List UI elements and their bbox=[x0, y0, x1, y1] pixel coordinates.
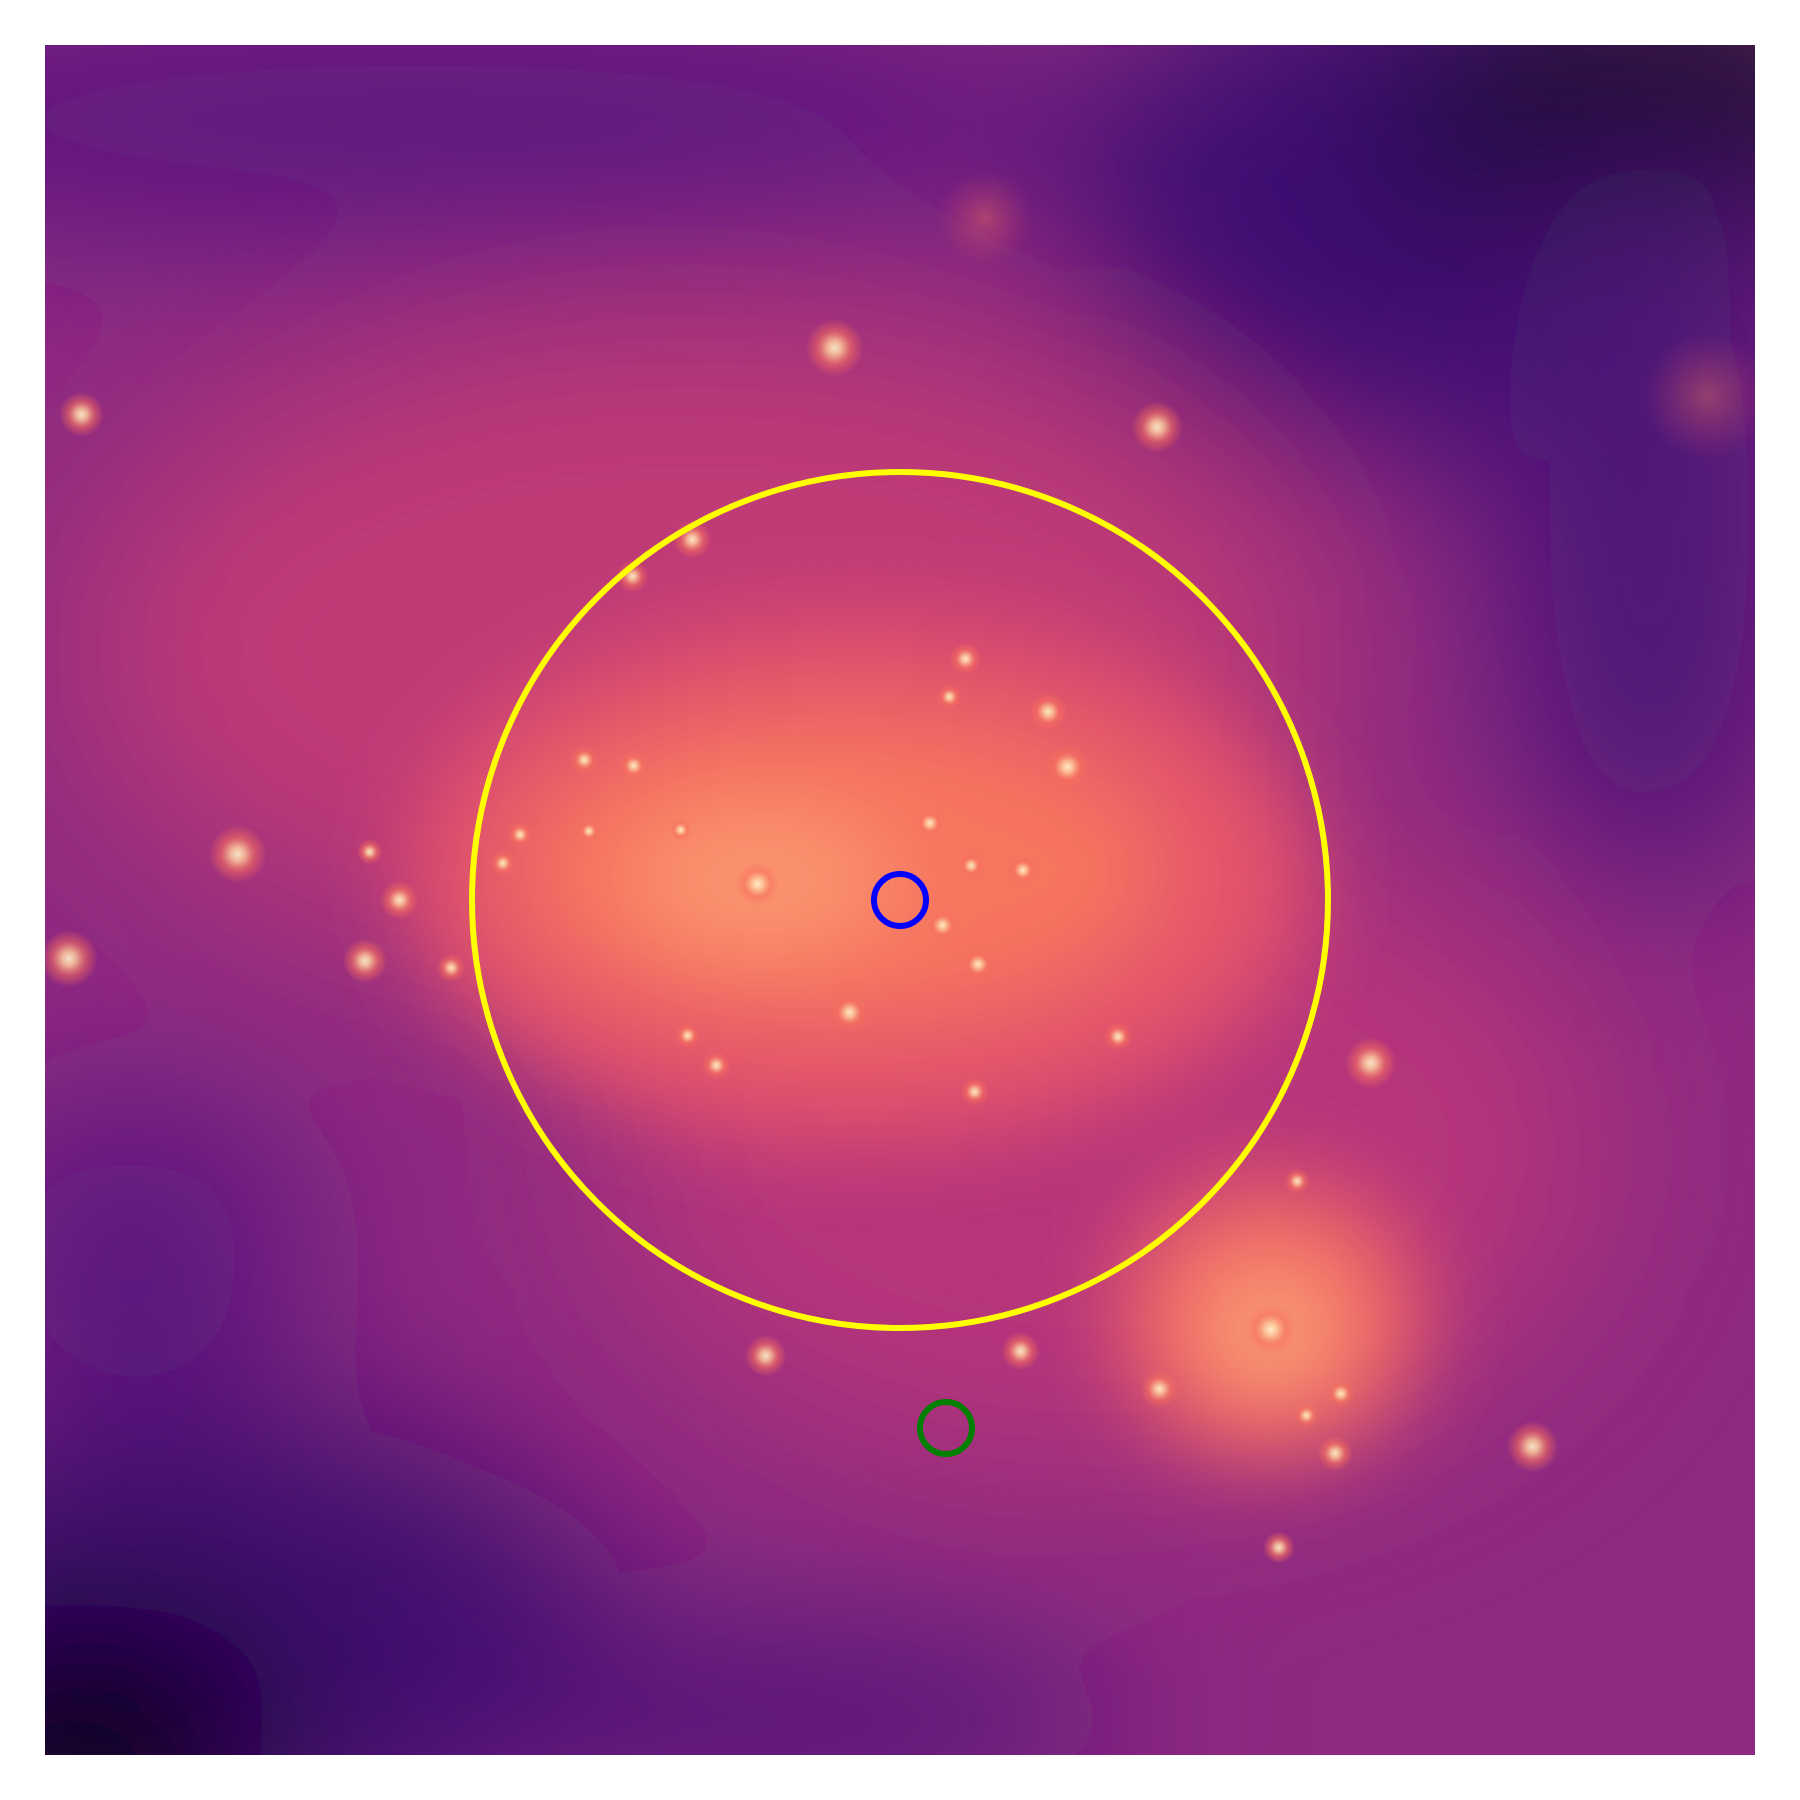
point-source bbox=[936, 169, 1034, 267]
blue-circle bbox=[871, 871, 929, 929]
point-source bbox=[1131, 401, 1183, 453]
point-source bbox=[830, 993, 869, 1032]
yellow-circle bbox=[469, 469, 1331, 1331]
point-source bbox=[926, 909, 959, 942]
point-source bbox=[936, 683, 963, 710]
point-source bbox=[208, 825, 267, 884]
point-source bbox=[960, 1077, 990, 1107]
point-source bbox=[1028, 692, 1068, 732]
point-source bbox=[489, 850, 516, 877]
point-source bbox=[1262, 1531, 1295, 1564]
point-source bbox=[674, 1022, 701, 1049]
point-source bbox=[436, 953, 466, 983]
point-source bbox=[958, 852, 985, 879]
point-source bbox=[1326, 1379, 1356, 1409]
point-source bbox=[1506, 1420, 1559, 1473]
point-source bbox=[1284, 1168, 1311, 1195]
point-source bbox=[380, 880, 419, 920]
green-circle bbox=[917, 1399, 975, 1457]
point-source bbox=[59, 391, 105, 437]
point-source bbox=[1008, 855, 1038, 885]
point-source bbox=[701, 1050, 731, 1080]
point-source bbox=[342, 938, 388, 984]
point-source bbox=[961, 948, 995, 981]
point-source bbox=[507, 821, 533, 848]
point-source bbox=[1045, 744, 1091, 790]
point-source bbox=[577, 819, 601, 843]
point-source bbox=[1103, 1022, 1133, 1052]
point-sources bbox=[45, 169, 1755, 1564]
point-source bbox=[1140, 1369, 1179, 1409]
point-source bbox=[669, 818, 692, 842]
point-source bbox=[805, 318, 864, 377]
point-source bbox=[356, 838, 383, 865]
point-source bbox=[915, 808, 945, 838]
point-source bbox=[616, 560, 649, 593]
point-source bbox=[569, 745, 599, 775]
point-source bbox=[1001, 1331, 1040, 1371]
point-source bbox=[1642, 331, 1755, 461]
point-source bbox=[45, 929, 98, 988]
point-source bbox=[1317, 1435, 1353, 1471]
point-source bbox=[949, 642, 982, 676]
point-source bbox=[1245, 1303, 1297, 1356]
point-source bbox=[735, 861, 781, 907]
point-source bbox=[1344, 1037, 1397, 1089]
point-source bbox=[1293, 1402, 1320, 1429]
point-source bbox=[744, 1334, 787, 1377]
point-source bbox=[619, 751, 649, 781]
